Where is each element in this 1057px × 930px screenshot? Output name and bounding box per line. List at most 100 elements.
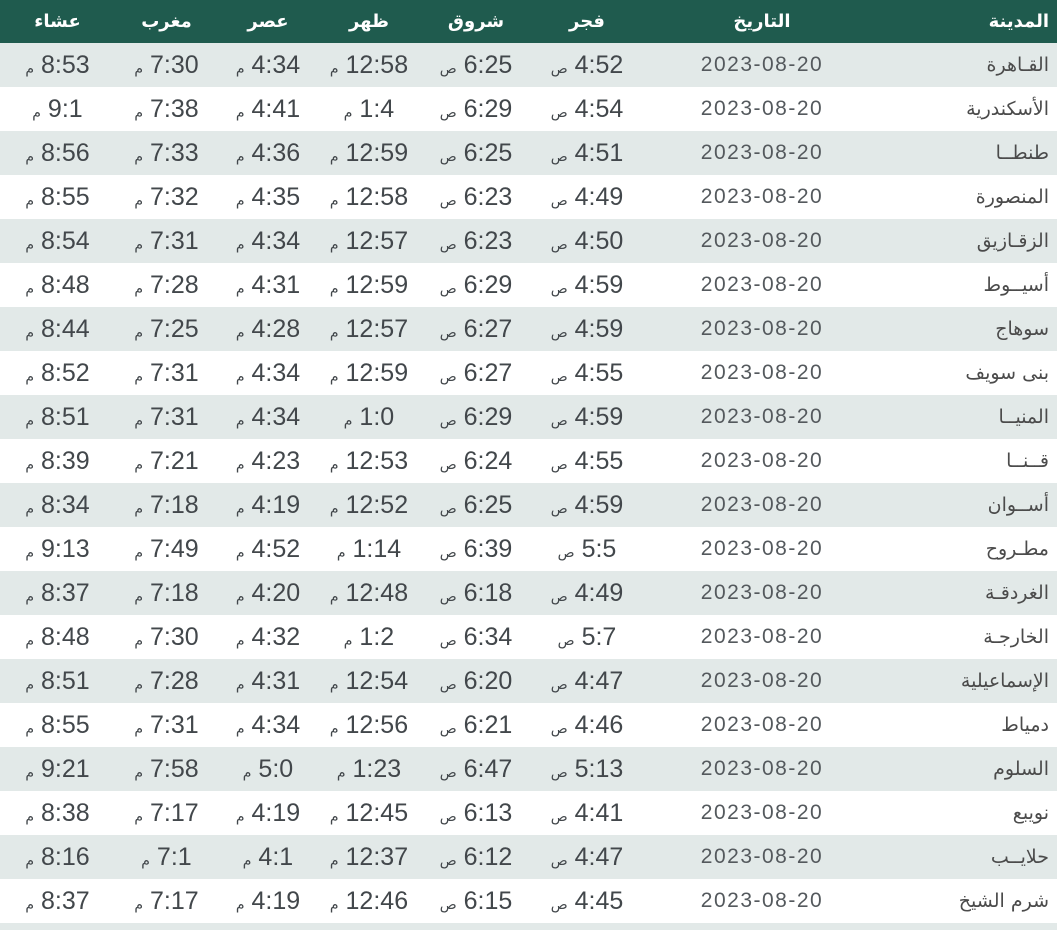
meridiem-marker: م xyxy=(329,148,339,165)
table-row: القـاهرة 2023-08-20 4:52 ص 6:25 ص 12:58 م 4:3… xyxy=(0,43,1057,87)
cell-asr: 4:19 م xyxy=(218,791,318,835)
meridiem-marker: م xyxy=(242,764,252,781)
cell-city: أسيــوط xyxy=(882,263,1057,307)
meridiem-marker: ص xyxy=(550,852,568,869)
meridiem-marker: م xyxy=(343,412,353,429)
meridiem-marker: م xyxy=(343,632,353,649)
cell-asr: 4:23 م xyxy=(218,439,318,483)
cell-sunrise: 6:29 ص xyxy=(420,87,532,131)
cell-asr: 4:28 م xyxy=(218,307,318,351)
cell-date: 2023-08-20 xyxy=(642,87,882,131)
cell-maghrib: 7:30 م xyxy=(115,43,218,87)
cell-maghrib: 7:1 م xyxy=(115,835,218,879)
cell-maghrib: 7:28 م xyxy=(115,659,218,703)
meridiem-marker: م xyxy=(329,676,339,693)
meridiem-marker: م xyxy=(134,324,144,341)
cell-maghrib: 7:31 م xyxy=(115,395,218,439)
meridiem-marker: م xyxy=(25,852,35,869)
meridiem-marker: ص xyxy=(439,852,457,869)
cell-fajr: 4:49 ص xyxy=(532,571,642,615)
meridiem-marker: م xyxy=(235,544,245,561)
cell-sunrise: 6:25 ص xyxy=(420,43,532,87)
cell-fajr: 5:13 ص xyxy=(532,747,642,791)
cell-asr: 4:34 م xyxy=(218,395,318,439)
cell-sunrise: 6:34 ص xyxy=(420,615,532,659)
meridiem-marker: م xyxy=(329,324,339,341)
meridiem-marker: م xyxy=(329,236,339,253)
cell-sunrise: 6:27 ص xyxy=(420,307,532,351)
meridiem-marker: م xyxy=(25,896,35,913)
table-row: قــنــا 2023-08-20 4:55 ص 6:24 ص 12:53 م 4:23… xyxy=(0,439,1057,483)
table-header-row: المدينة التاريخ فجر شروق ظهر عصر مغرب عش… xyxy=(0,0,1057,43)
cell-asr: 4:41 م xyxy=(218,87,318,131)
meridiem-marker: م xyxy=(329,720,339,737)
meridiem-marker: ص xyxy=(439,148,457,165)
cell-date: 2023-08-20 xyxy=(642,571,882,615)
cell-city: المنيــا xyxy=(882,395,1057,439)
cell-asr: 4:34 م xyxy=(218,43,318,87)
meridiem-marker: ص xyxy=(550,324,568,341)
cell-isha: 8:48 م xyxy=(0,263,115,307)
partial-next-row xyxy=(0,923,1057,930)
meridiem-marker: م xyxy=(235,148,245,165)
cell-sunrise: 6:47 ص xyxy=(420,747,532,791)
cell-isha: 8:52 م xyxy=(0,351,115,395)
meridiem-marker: م xyxy=(134,544,144,561)
cell-dhuhr: 1:23 م xyxy=(318,747,420,791)
table-row: الأسكندرية 2023-08-20 4:54 ص 6:29 ص 1:4 م 4:4… xyxy=(0,87,1057,131)
cell-date: 2023-08-20 xyxy=(642,703,882,747)
meridiem-marker: ص xyxy=(550,500,568,517)
cell-city: شرم الشيخ xyxy=(882,879,1057,923)
meridiem-marker: م xyxy=(235,632,245,649)
meridiem-marker: م xyxy=(25,192,35,209)
cell-dhuhr: 12:37 م xyxy=(318,835,420,879)
cell-isha: 8:55 م xyxy=(0,703,115,747)
cell-isha: 8:51 م xyxy=(0,395,115,439)
table-row: طنطــا 2023-08-20 4:51 ص 6:25 ص 12:59 م 4:36 … xyxy=(0,131,1057,175)
cell-isha: 8:38 م xyxy=(0,791,115,835)
cell-sunrise: 6:18 ص xyxy=(420,571,532,615)
cell-dhuhr: 12:54 م xyxy=(318,659,420,703)
meridiem-marker: م xyxy=(235,104,245,121)
column-header-sunrise: شروق xyxy=(420,0,532,43)
table-row: الزقـازيق 2023-08-20 4:50 ص 6:23 ص 12:57 م 4:… xyxy=(0,219,1057,263)
cell-dhuhr: 12:56 م xyxy=(318,703,420,747)
meridiem-marker: م xyxy=(235,896,245,913)
cell-date: 2023-08-20 xyxy=(642,263,882,307)
cell-city: حلايــب xyxy=(882,835,1057,879)
meridiem-marker: ص xyxy=(439,720,457,737)
cell-sunrise: 6:15 ص xyxy=(420,879,532,923)
meridiem-marker: م xyxy=(235,324,245,341)
cell-city: الإسماعيلية xyxy=(882,659,1057,703)
cell-dhuhr: 12:59 م xyxy=(318,351,420,395)
cell-isha: 8:37 م xyxy=(0,879,115,923)
cell-fajr: 4:49 ص xyxy=(532,175,642,219)
meridiem-marker: ص xyxy=(439,676,457,693)
cell-asr: 4:31 م xyxy=(218,659,318,703)
meridiem-marker: ص xyxy=(439,324,457,341)
cell-dhuhr: 12:53 م xyxy=(318,439,420,483)
column-header-asr: عصر xyxy=(218,0,318,43)
meridiem-marker: ص xyxy=(550,148,568,165)
meridiem-marker: م xyxy=(134,280,144,297)
meridiem-marker: ص xyxy=(439,808,457,825)
meridiem-marker: م xyxy=(235,676,245,693)
cell-date: 2023-08-20 xyxy=(642,835,882,879)
cell-fajr: 4:55 ص xyxy=(532,351,642,395)
cell-date: 2023-08-20 xyxy=(642,527,882,571)
cell-maghrib: 7:49 م xyxy=(115,527,218,571)
cell-asr: 4:1 م xyxy=(218,835,318,879)
cell-fajr: 4:51 ص xyxy=(532,131,642,175)
cell-date: 2023-08-20 xyxy=(642,131,882,175)
meridiem-marker: م xyxy=(25,60,35,77)
meridiem-marker: م xyxy=(329,896,339,913)
cell-fajr: 5:5 ص xyxy=(532,527,642,571)
cell-date: 2023-08-20 xyxy=(642,615,882,659)
meridiem-marker: ص xyxy=(550,236,568,253)
meridiem-marker: م xyxy=(32,104,41,121)
cell-sunrise: 6:23 ص xyxy=(420,219,532,263)
table-row: بنى سويف 2023-08-20 4:55 ص 6:27 ص 12:59 م 4:3… xyxy=(0,351,1057,395)
cell-fajr: 4:47 ص xyxy=(532,835,642,879)
cell-dhuhr: 12:58 م xyxy=(318,43,420,87)
table-row: شرم الشيخ 2023-08-20 4:45 ص 6:15 ص 12:46 م 4:… xyxy=(0,879,1057,923)
